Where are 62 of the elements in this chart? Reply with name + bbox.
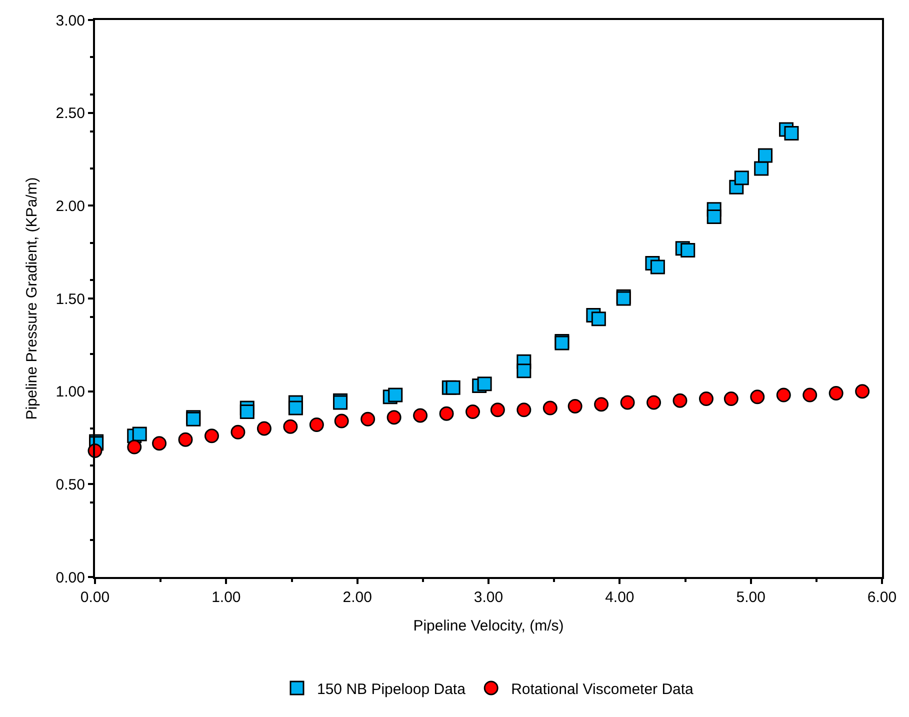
- point: [178, 432, 193, 447]
- point: [542, 400, 558, 416]
- point: [283, 419, 298, 434]
- y-tick-label: 0.50: [56, 476, 85, 494]
- point: [734, 170, 749, 186]
- point: [706, 210, 722, 224]
- point: [591, 312, 606, 326]
- point: [334, 414, 349, 428]
- y-tick-label: 1.50: [56, 290, 85, 308]
- point: [388, 388, 403, 402]
- point: [446, 380, 460, 395]
- x-axis-title: Pipeline Velocity, (m/s): [413, 618, 564, 634]
- point: [855, 384, 870, 399]
- legend-label: 150 NB Pipeloop Data: [317, 680, 466, 698]
- point: [594, 397, 609, 412]
- point: [724, 392, 738, 406]
- point: [386, 410, 402, 425]
- x-tick-label: 0.00: [80, 589, 110, 606]
- point: [230, 424, 246, 440]
- x-tick-label: 3.00: [474, 589, 504, 606]
- y-tick-label: 3.00: [56, 12, 85, 30]
- point: [516, 364, 532, 378]
- x-tick-label: 4.00: [605, 589, 634, 606]
- point: [754, 161, 769, 176]
- y-tick-label: 1.00: [56, 384, 85, 401]
- point: [477, 376, 492, 392]
- point: [152, 436, 167, 451]
- point: [288, 400, 303, 416]
- y-tick-label: 2.50: [56, 105, 85, 122]
- x-tick-label: 2.00: [342, 589, 372, 606]
- point: [466, 404, 480, 420]
- point: [256, 421, 272, 436]
- point: [516, 402, 532, 418]
- point: [360, 412, 376, 426]
- y-tick-label: 2.00: [56, 198, 85, 215]
- point: [698, 392, 714, 406]
- y-axis-title: Pipeline Pressure Gradient, (KPa/m): [24, 177, 41, 420]
- point: [802, 388, 818, 402]
- point: [776, 388, 791, 402]
- point: [439, 406, 454, 421]
- point: [127, 440, 142, 454]
- point: [568, 398, 582, 414]
- point: [672, 393, 688, 408]
- point: [680, 242, 696, 258]
- point: [620, 395, 635, 410]
- point: [490, 402, 505, 418]
- x-tick-label: 1.00: [212, 589, 241, 606]
- point: [650, 260, 665, 274]
- point: [750, 390, 765, 404]
- point: [240, 404, 254, 420]
- point: [204, 428, 219, 444]
- point: [828, 386, 844, 400]
- x-tick-label: 6.00: [867, 589, 897, 606]
- point: [309, 418, 324, 432]
- point: [132, 426, 147, 442]
- point: [784, 126, 799, 141]
- point: [646, 395, 662, 410]
- point: [758, 148, 773, 163]
- x-tick-label: 5.00: [736, 589, 766, 606]
- y-tick-label: 0.00: [56, 569, 85, 586]
- legend-label: Rotational Viscometer Data: [511, 680, 694, 698]
- point: [413, 408, 428, 423]
